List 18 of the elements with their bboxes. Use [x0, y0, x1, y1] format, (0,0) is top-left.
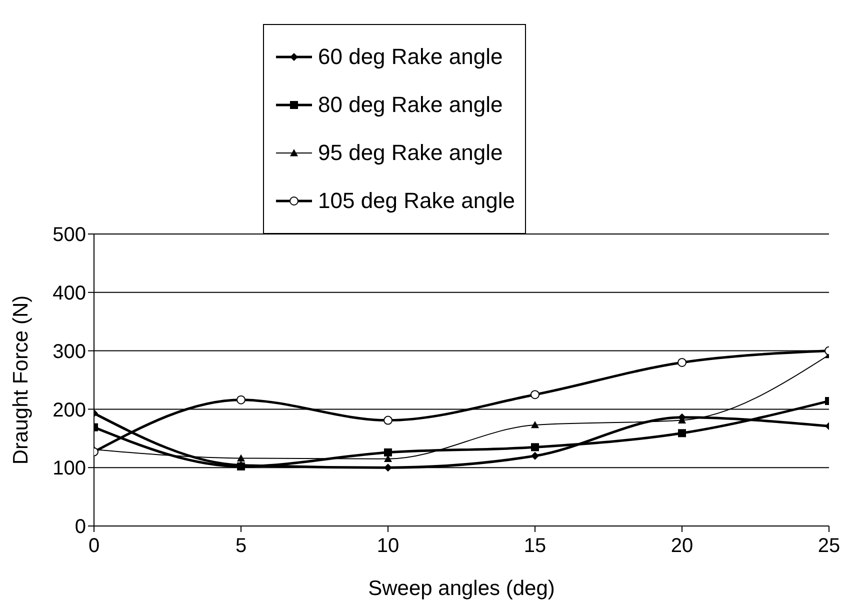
x-tick-label: 0 — [88, 535, 100, 558]
y-tick-label: 200 — [52, 399, 86, 422]
legend-label: 95 deg Rake angle — [318, 140, 503, 166]
y-tick-label: 400 — [52, 282, 86, 304]
y-axis-title: Draught Force (N) — [9, 295, 32, 465]
y-tick-label: 500 — [52, 224, 86, 246]
x-tick-label: 10 — [376, 535, 400, 558]
legend-label: 80 deg Rake angle — [318, 92, 503, 118]
x-tick-label: 25 — [818, 535, 840, 558]
y-tick-label: 300 — [52, 340, 86, 363]
legend-label: 60 deg Rake angle — [318, 44, 503, 70]
y-tick-label: 100 — [52, 458, 86, 480]
x-tick-label: 15 — [524, 535, 546, 558]
x-tick-label: 20 — [670, 535, 694, 558]
x-axis-title: Sweep angles (deg) — [368, 577, 555, 600]
x-tick-label: 5 — [235, 535, 247, 558]
legend-label: 105 deg Rake angle — [318, 188, 515, 214]
y-tick-label: 0 — [74, 516, 86, 538]
